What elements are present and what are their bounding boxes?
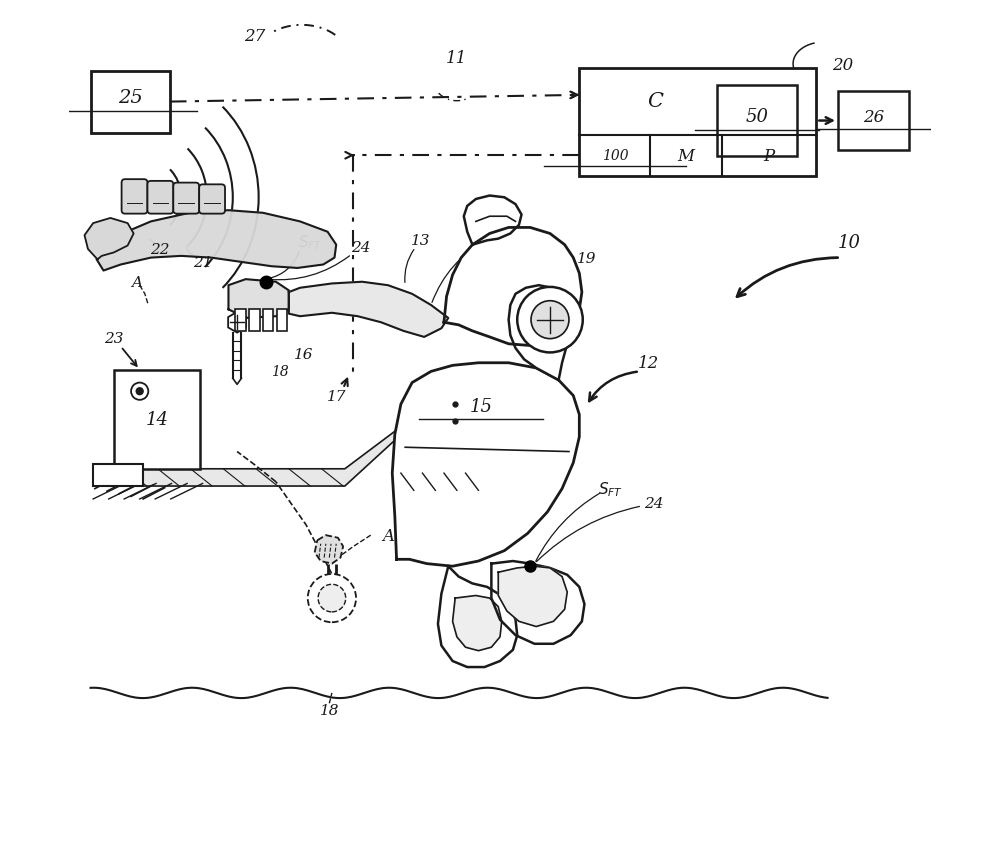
Circle shape bbox=[531, 301, 569, 339]
Polygon shape bbox=[228, 313, 246, 333]
Text: 50: 50 bbox=[745, 108, 768, 126]
Text: 19: 19 bbox=[576, 251, 596, 265]
Bar bbox=[93, 465, 143, 486]
Text: M: M bbox=[677, 147, 694, 164]
Polygon shape bbox=[453, 596, 502, 651]
Text: 14: 14 bbox=[145, 411, 168, 428]
Bar bbox=[717, 86, 797, 157]
Text: 17: 17 bbox=[326, 389, 346, 403]
Polygon shape bbox=[85, 219, 134, 260]
Text: P: P bbox=[763, 147, 775, 164]
FancyBboxPatch shape bbox=[122, 180, 147, 214]
Bar bbox=[249, 310, 260, 331]
Polygon shape bbox=[509, 286, 571, 381]
Text: $\mathit{S}_{FT}$: $\mathit{S}_{FT}$ bbox=[598, 480, 623, 499]
Text: 12: 12 bbox=[638, 355, 659, 372]
Text: 100: 100 bbox=[602, 149, 628, 163]
Text: 25: 25 bbox=[118, 90, 143, 107]
Bar bbox=[838, 92, 909, 151]
Circle shape bbox=[131, 383, 148, 400]
FancyBboxPatch shape bbox=[147, 182, 173, 214]
Bar bbox=[114, 370, 200, 469]
Polygon shape bbox=[444, 228, 582, 346]
Bar bbox=[277, 310, 287, 331]
Text: 13: 13 bbox=[411, 234, 430, 248]
Bar bbox=[235, 310, 246, 331]
Text: 26: 26 bbox=[863, 108, 884, 126]
Circle shape bbox=[517, 288, 583, 353]
Bar bbox=[263, 310, 273, 331]
Polygon shape bbox=[392, 363, 579, 567]
Circle shape bbox=[136, 388, 143, 395]
FancyBboxPatch shape bbox=[173, 183, 199, 214]
Polygon shape bbox=[228, 280, 289, 319]
Text: 16: 16 bbox=[294, 348, 313, 362]
Polygon shape bbox=[233, 333, 241, 379]
Text: 24: 24 bbox=[644, 497, 663, 511]
Text: 11: 11 bbox=[446, 50, 468, 67]
Polygon shape bbox=[116, 430, 397, 486]
Circle shape bbox=[318, 585, 346, 612]
Text: 18: 18 bbox=[271, 365, 289, 379]
Polygon shape bbox=[315, 536, 343, 564]
Polygon shape bbox=[289, 282, 448, 338]
Text: 21: 21 bbox=[193, 256, 212, 269]
Polygon shape bbox=[491, 561, 584, 644]
Text: 24: 24 bbox=[351, 241, 370, 255]
Text: 22: 22 bbox=[150, 243, 169, 257]
Circle shape bbox=[308, 574, 356, 623]
Text: A: A bbox=[382, 527, 394, 544]
Text: 15: 15 bbox=[470, 398, 493, 415]
FancyBboxPatch shape bbox=[199, 185, 225, 214]
Text: C: C bbox=[647, 91, 663, 111]
Bar bbox=[91, 71, 170, 133]
Text: 18: 18 bbox=[320, 703, 339, 717]
Text: 20: 20 bbox=[832, 57, 853, 74]
Polygon shape bbox=[498, 567, 567, 627]
Text: A: A bbox=[131, 276, 142, 289]
Text: 23: 23 bbox=[104, 331, 124, 345]
Bar bbox=[579, 69, 816, 177]
Polygon shape bbox=[97, 211, 336, 271]
Text: $\mathit{S}_{FT}$: $\mathit{S}_{FT}$ bbox=[298, 233, 323, 252]
Text: cc: cc bbox=[490, 227, 507, 241]
Text: 10: 10 bbox=[838, 234, 861, 251]
Polygon shape bbox=[438, 567, 517, 667]
Polygon shape bbox=[464, 196, 522, 245]
Text: 27: 27 bbox=[244, 28, 265, 45]
